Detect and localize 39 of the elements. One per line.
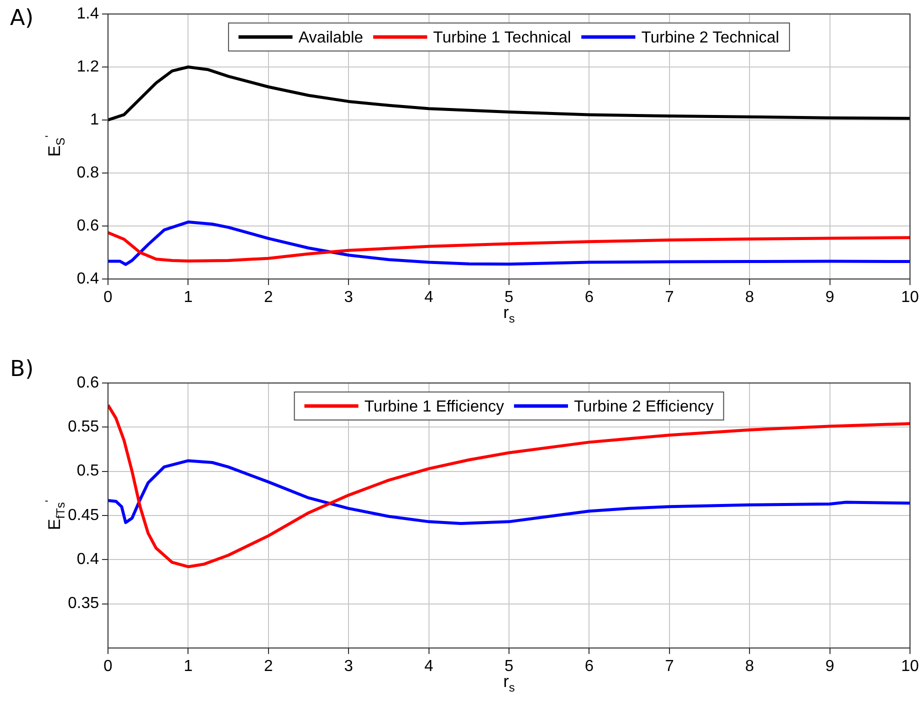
x-tick-label: 1: [184, 289, 193, 306]
chart-title: A): [10, 6, 34, 31]
x-tick-label: 1: [184, 658, 193, 676]
x-tick-label: 4: [424, 658, 434, 676]
x-tick-label: 7: [664, 289, 674, 306]
x-tick-label: 10: [901, 289, 919, 306]
x-tick-label: 3: [344, 658, 354, 676]
y-tick-label: 0.45: [68, 506, 100, 524]
y-tick-label: 0.6: [76, 217, 100, 234]
y-tick-label: 0.4: [76, 270, 100, 288]
y-tick-label: 0.8: [76, 164, 100, 182]
y-tick-label: 1.2: [76, 58, 100, 76]
legend-label: Turbine 2 Efficiency: [574, 398, 714, 416]
chart-title: B): [10, 357, 34, 382]
x-tick-label: 0: [104, 289, 113, 306]
x-tick-label: 2: [264, 658, 273, 676]
y-tick-label: 1.4: [76, 5, 100, 22]
y-tick-label: 1: [90, 111, 100, 128]
x-tick-label: 0: [104, 658, 113, 676]
x-tick-label: 3: [344, 289, 354, 306]
legend-label: Available: [298, 29, 364, 46]
x-tick-label: 9: [825, 289, 834, 306]
y-tick-label: 0.6: [76, 374, 100, 392]
x-tick-label: 7: [664, 658, 674, 676]
x-tick-label: 6: [584, 658, 594, 676]
x-tick-label: 10: [901, 658, 919, 676]
legend-label: Turbine 1 Technical: [433, 29, 572, 46]
x-tick-label: 4: [424, 289, 434, 306]
y-tick-label: 0.35: [68, 595, 100, 612]
y-tick-label: 0.55: [68, 418, 100, 436]
legend-label: Turbine 1 Efficiency: [364, 398, 504, 416]
x-tick-label: 9: [825, 658, 834, 676]
y-tick-label: 0.4: [76, 551, 100, 568]
x-tick-label: 6: [584, 289, 594, 306]
x-tick-label: 8: [745, 658, 754, 676]
y-tick-label: 0.5: [76, 462, 100, 480]
legend-label: Turbine 2 Technical: [641, 29, 780, 46]
x-tick-label: 8: [745, 289, 754, 306]
x-tick-label: 2: [264, 289, 273, 306]
